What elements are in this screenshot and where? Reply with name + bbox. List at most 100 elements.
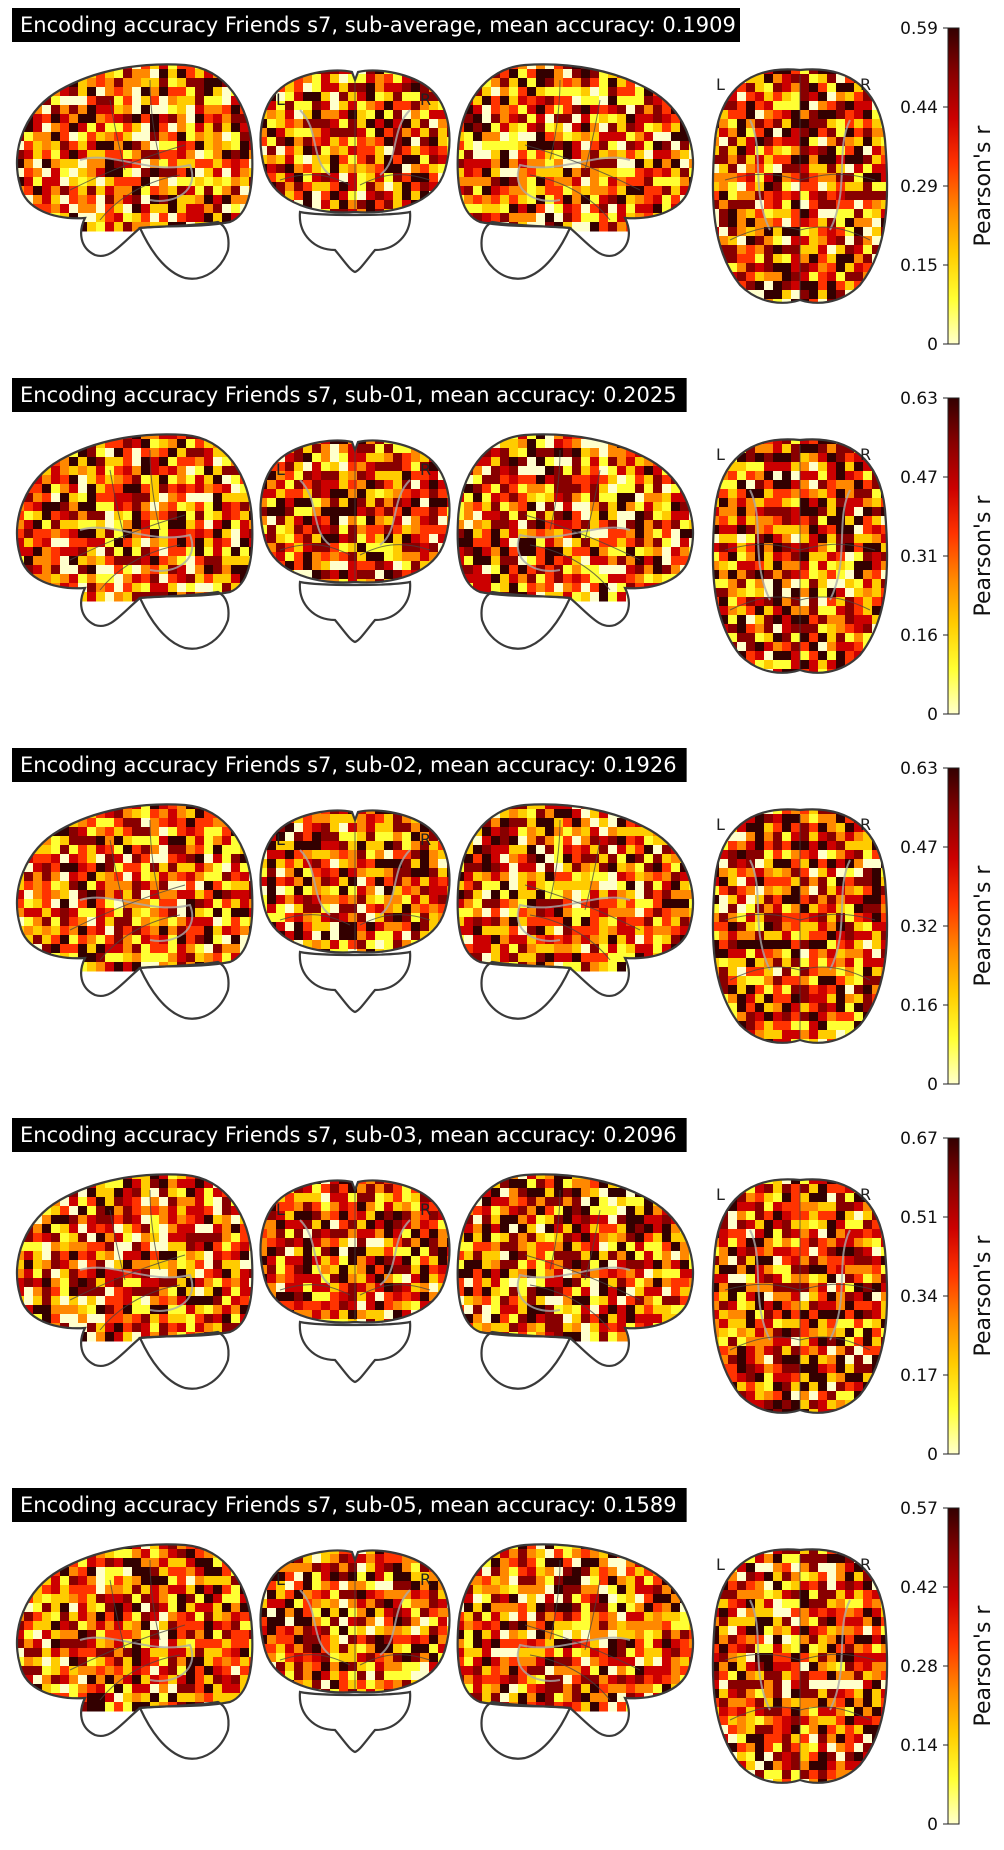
right-cerebellum-outline — [480, 1330, 572, 1390]
panel-title-background — [12, 748, 687, 782]
axial-brain-outline — [711, 1548, 889, 1784]
axial-view — [711, 438, 889, 674]
coronal-cerebellum-outline — [298, 1320, 412, 1384]
right-cerebellum-outline — [480, 220, 572, 280]
colorbar-tick-label: 0.44 — [900, 98, 938, 118]
axial-brain-outline — [711, 438, 889, 674]
left-sagittal-view — [15, 63, 254, 280]
right-brain-outline — [456, 433, 695, 628]
right-sagittal-view — [456, 63, 695, 280]
axial-left-label: L — [716, 1185, 725, 1204]
coronal-view — [259, 69, 451, 274]
right-brain-outline — [456, 803, 695, 998]
colorbar-label: Pearson's r — [971, 125, 996, 247]
right-sagittal-view — [456, 1543, 695, 1760]
colorbar-tick-label: 0.67 — [900, 1129, 938, 1149]
coronal-right-label: R — [420, 90, 431, 109]
panel-title-background — [12, 1118, 687, 1152]
panel-4: Encoding accuracy Friends s7, sub-03, me… — [12, 1118, 996, 1465]
left-cerebellum-outline — [138, 1330, 230, 1390]
right-brain-outline — [456, 1173, 695, 1368]
axial-view — [711, 808, 889, 1044]
coronal-brain-outline — [259, 809, 451, 954]
right-sagittal-view — [456, 803, 695, 1020]
coronal-left-label: L — [276, 460, 285, 479]
axial-brain-outline — [711, 68, 889, 304]
colorbar-tick-label: 0.29 — [900, 177, 938, 197]
left-brain-outline — [15, 433, 254, 628]
right-cerebellum-outline — [480, 1700, 572, 1760]
right-brain-outline — [456, 1543, 695, 1738]
panel-3: Encoding accuracy Friends s7, sub-02, me… — [12, 748, 996, 1095]
colorbar-label: Pearson's r — [971, 1235, 996, 1357]
coronal-left-label: L — [276, 90, 285, 109]
colorbar-tick-label: 0.59 — [900, 19, 938, 39]
axial-right-label: R — [860, 445, 871, 464]
right-sagittal-view — [456, 1173, 695, 1390]
axial-left-label: L — [716, 445, 725, 464]
right-brain-outline — [456, 63, 695, 258]
colorbar — [947, 397, 960, 715]
axial-view — [711, 1548, 889, 1784]
coronal-cerebellum-outline — [298, 580, 412, 644]
coronal-view — [259, 1179, 451, 1384]
colorbar-tick-label: 0.63 — [900, 759, 938, 779]
colorbar-tick-label: 0.47 — [900, 468, 938, 488]
colorbar-tick-label: 0.14 — [900, 1736, 938, 1756]
coronal-right-label: R — [420, 1200, 431, 1219]
colorbar-tick-label: 0 — [927, 1445, 938, 1465]
colorbar-tick-label: 0.47 — [900, 838, 938, 858]
panel-title: Encoding accuracy Friends s7, sub-averag… — [20, 13, 736, 37]
coronal-cerebellum-outline — [298, 210, 412, 274]
coronal-right-label: R — [420, 460, 431, 479]
coronal-view — [259, 1549, 451, 1754]
left-sagittal-view — [15, 1543, 254, 1760]
axial-left-label: L — [716, 1555, 725, 1574]
colorbar-tick-label: 0.17 — [900, 1366, 938, 1386]
coronal-right-label: R — [420, 1570, 431, 1589]
left-sagittal-view — [15, 803, 254, 1020]
colorbar-label: Pearson's r — [971, 1605, 996, 1727]
panel-2: Encoding accuracy Friends s7, sub-01, me… — [12, 378, 996, 725]
right-sagittal-view — [456, 433, 695, 650]
colorbar-tick-label: 0 — [927, 335, 938, 355]
panel-title-background — [12, 1488, 687, 1522]
axial-left-label: L — [716, 815, 725, 834]
left-brain-outline — [15, 803, 254, 998]
axial-view — [711, 68, 889, 304]
coronal-brain-outline — [259, 1179, 451, 1324]
colorbar-tick-label: 0.57 — [900, 1499, 938, 1519]
right-cerebellum-outline — [480, 960, 572, 1020]
panel-1: Encoding accuracy Friends s7, sub-averag… — [12, 8, 996, 355]
colorbar-tick-label: 0.51 — [900, 1208, 938, 1228]
left-sagittal-view — [15, 433, 254, 650]
axial-right-label: R — [860, 815, 871, 834]
left-cerebellum-outline — [138, 590, 230, 650]
coronal-brain-outline — [259, 1549, 451, 1694]
panel-title: Encoding accuracy Friends s7, sub-03, me… — [20, 1123, 677, 1147]
panel-title-background — [12, 8, 740, 42]
colorbar-tick-label: 0.31 — [900, 547, 938, 567]
coronal-cerebellum-outline — [298, 1690, 412, 1754]
left-sagittal-view — [15, 1173, 254, 1390]
panel-title: Encoding accuracy Friends s7, sub-01, me… — [20, 383, 677, 407]
right-cerebellum-outline — [480, 590, 572, 650]
coronal-cerebellum-outline — [298, 950, 412, 1014]
colorbar-tick-label: 0.16 — [900, 626, 938, 646]
axial-right-label: R — [860, 1185, 871, 1204]
colorbar-tick-label: 0.16 — [900, 996, 938, 1016]
left-brain-outline — [15, 1543, 254, 1738]
panel-title-background — [12, 378, 687, 412]
colorbar — [947, 1137, 960, 1455]
colorbar-tick-label: 0 — [927, 1815, 938, 1835]
panel-title: Encoding accuracy Friends s7, sub-02, me… — [20, 753, 677, 777]
colorbar-tick-label: 0 — [927, 1075, 938, 1095]
colorbar-tick-label: 0.28 — [900, 1657, 938, 1677]
left-brain-outline — [15, 1173, 254, 1368]
panel-5: Encoding accuracy Friends s7, sub-05, me… — [12, 1488, 996, 1835]
colorbar-tick-label: 0.15 — [900, 256, 938, 276]
colorbar-tick-label: 0.42 — [900, 1578, 938, 1598]
colorbar-tick-label: 0.34 — [900, 1287, 938, 1307]
colorbar — [947, 27, 960, 345]
